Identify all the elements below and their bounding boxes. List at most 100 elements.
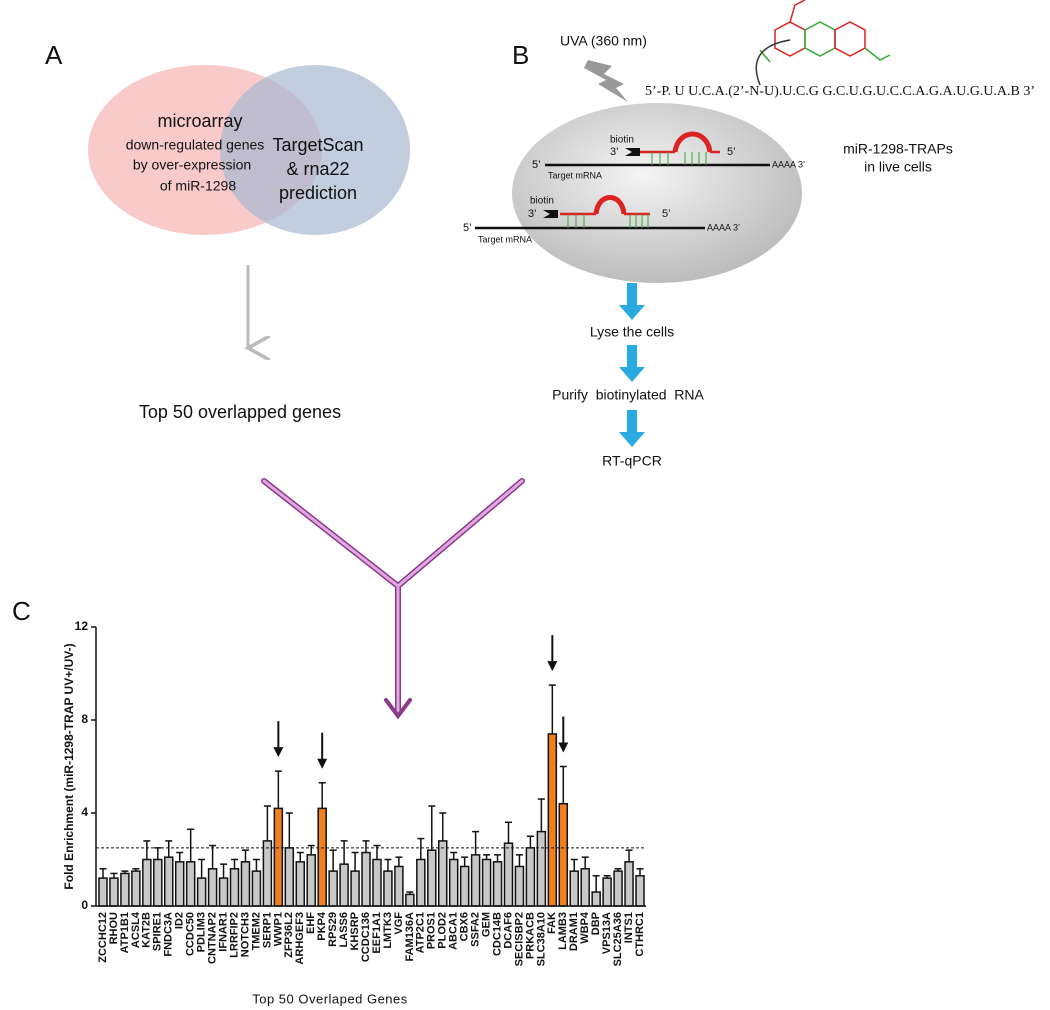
probe-text: biotin	[530, 196, 554, 207]
x-tick-label: ACSL4	[130, 911, 142, 948]
x-tick-label: PKP4	[316, 911, 328, 941]
bar	[251, 870, 262, 907]
cell	[512, 103, 802, 283]
bar	[635, 875, 645, 907]
bar	[569, 870, 579, 907]
bar	[459, 865, 470, 907]
x-tick-label: LAMB3	[557, 912, 569, 950]
panel-label: A	[45, 40, 63, 70]
x-tick-label: ZCCHC12	[97, 912, 109, 963]
bar	[427, 849, 437, 907]
bar	[131, 870, 141, 907]
panel-label: B	[512, 40, 529, 70]
x-tick-label: LASS6	[338, 912, 350, 947]
x-tick-label: PRKACB	[524, 912, 536, 959]
x-tick-label: SSFA2	[470, 912, 482, 947]
x-tick-label: PDLIM3	[196, 912, 208, 952]
bar	[207, 868, 218, 907]
bar	[164, 856, 174, 907]
x-axis-label: Top 50 Overlaped Genes	[252, 991, 408, 1006]
bar	[437, 840, 448, 907]
bar	[481, 858, 492, 907]
bar	[448, 858, 459, 907]
bar	[120, 872, 130, 907]
bar	[624, 861, 634, 907]
bar	[229, 868, 240, 907]
bar	[503, 842, 514, 907]
probe	[475, 195, 705, 230]
x-tick-label: ARHGEF3	[294, 912, 306, 965]
bar	[580, 868, 590, 907]
cell-label: in live cells	[864, 159, 932, 175]
bar	[328, 870, 338, 907]
bar	[339, 863, 349, 907]
x-tick-label: WBP4	[579, 911, 591, 944]
bar	[98, 877, 108, 907]
bar	[153, 858, 163, 907]
result-text: Top 50 overlapped genes	[139, 402, 341, 422]
bar	[196, 877, 207, 907]
probe-text: 5’	[662, 208, 671, 220]
x-tick-label: VGF	[393, 912, 405, 935]
x-tick-label: FAM136A	[404, 912, 416, 962]
x-tick-label: CTHRC1	[634, 912, 646, 957]
x-tick-label: SPIRE1	[152, 912, 164, 951]
bar	[262, 840, 273, 907]
bar	[602, 877, 612, 907]
venn-text: prediction	[279, 183, 357, 203]
x-tick-label: DRAM1	[568, 912, 580, 951]
probe-text: AAAA 3’	[772, 159, 805, 169]
bar	[470, 854, 481, 907]
step-text: Lyse the cells	[590, 324, 674, 340]
x-tick-label: SLC38A10	[535, 912, 547, 966]
bar	[514, 865, 525, 907]
x-tick-label: LRRFIP2	[228, 912, 240, 958]
x-tick-label: EHF	[305, 912, 317, 934]
bar	[306, 854, 316, 907]
x-tick-label: RHOU	[108, 912, 120, 944]
x-tick-label: GEM	[480, 912, 492, 937]
merge-arrow	[261, 478, 525, 720]
lightning	[584, 60, 628, 102]
panel-label: C	[12, 596, 31, 626]
bar	[492, 861, 503, 907]
probe-text: 3’	[610, 146, 619, 158]
bar	[273, 807, 284, 907]
x-tick-label: ID2	[174, 912, 186, 929]
x-tick-label: CNTNAP2	[206, 912, 218, 964]
sequence: 5’-P. U U.C.A.(2’-N-U).U.C.G G.C.U.G.U.C…	[645, 84, 1035, 99]
bar	[295, 861, 306, 907]
venn-text: by over-expression	[133, 157, 251, 173]
y-axis-label: Fold Enrichment (miR-1298-TRAP UV+/UV-)	[62, 643, 76, 889]
probe-text: 3’	[528, 208, 537, 220]
bar	[405, 893, 415, 907]
x-tick-label: CBX6	[459, 912, 471, 941]
bar	[317, 807, 327, 907]
venn-text: microarray	[157, 111, 242, 131]
x-tick-label: NOTCH3	[239, 912, 251, 957]
venn-text: & rna22	[286, 159, 349, 179]
x-tick-label: SERP1	[261, 912, 273, 948]
bar	[350, 870, 360, 907]
bar	[591, 891, 601, 907]
x-tick-label: TMEM2	[250, 912, 262, 951]
x-tick-label: VPS13A	[601, 912, 613, 954]
x-tick-label: PLOD2	[437, 912, 449, 949]
probe-text: 5’	[727, 146, 736, 158]
x-tick-label: PROS1	[426, 912, 438, 949]
y-tick-label: 12	[75, 619, 89, 633]
x-tick-label: INTS1	[623, 912, 635, 943]
probe-text: Target mRNA	[548, 170, 602, 180]
x-tick-label: ATP1B1	[119, 912, 131, 953]
probe-text: 5’	[463, 222, 472, 234]
x-tick-label: WWP1	[272, 912, 284, 946]
bar	[284, 847, 295, 907]
x-tick-label: SECISBP2	[513, 912, 525, 966]
x-tick-label: RPS29	[327, 912, 339, 947]
x-tick-label: ZFP36L2	[283, 912, 295, 958]
venn-right	[220, 65, 410, 235]
highlight-arrowhead	[547, 661, 558, 672]
bar	[416, 858, 426, 907]
